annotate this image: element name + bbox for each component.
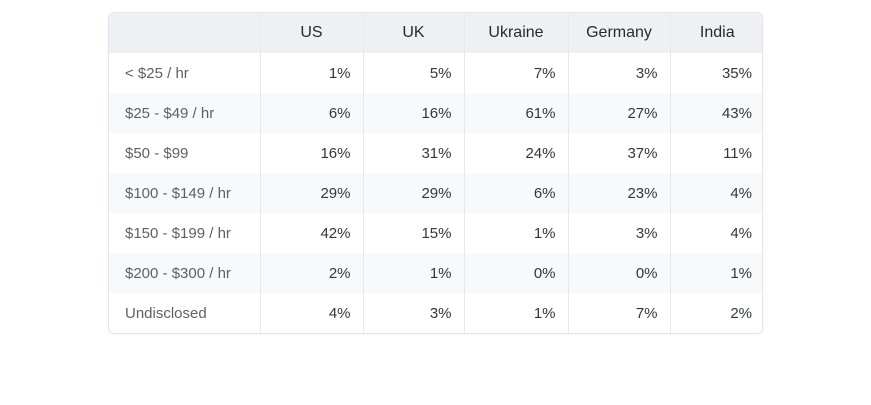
- rate-cell: 7%: [567, 293, 670, 333]
- table-row: $150 - $199 / hr 42% 15% 1% 3% 4%: [109, 213, 762, 253]
- row-label: $100 - $149 / hr: [109, 173, 260, 213]
- rate-cell: 43%: [669, 93, 762, 133]
- rate-cell: 1%: [669, 253, 762, 293]
- hourly-rates-table-card: US UK Ukraine Germany India < $25 / hr 1…: [108, 12, 763, 334]
- rate-cell: 11%: [669, 133, 762, 173]
- table-row: $50 - $99 16% 31% 24% 37% 11%: [109, 133, 762, 173]
- rate-cell: 1%: [463, 293, 568, 333]
- table-row: $100 - $149 / hr 29% 29% 6% 23% 4%: [109, 173, 762, 213]
- rate-cell: 29%: [362, 173, 464, 213]
- column-header-blank: [109, 13, 260, 53]
- row-label: Undisclosed: [109, 293, 260, 333]
- rate-cell: 0%: [567, 253, 670, 293]
- rate-cell: 35%: [669, 53, 762, 93]
- rate-cell: 15%: [362, 213, 464, 253]
- row-label: $50 - $99: [109, 133, 260, 173]
- rate-cell: 31%: [362, 133, 464, 173]
- rate-cell: 1%: [362, 253, 464, 293]
- rate-cell: 3%: [567, 53, 670, 93]
- column-header-ukraine: Ukraine: [463, 13, 568, 53]
- row-label: $25 - $49 / hr: [109, 93, 260, 133]
- row-label: $150 - $199 / hr: [109, 213, 260, 253]
- rate-cell: 1%: [259, 53, 363, 93]
- rate-cell: 23%: [567, 173, 670, 213]
- column-header-us: US: [259, 13, 363, 53]
- rate-cell: 1%: [463, 213, 568, 253]
- rate-cell: 29%: [259, 173, 363, 213]
- rate-cell: 3%: [362, 293, 464, 333]
- table-row: $200 - $300 / hr 2% 1% 0% 0% 1%: [109, 253, 762, 293]
- rate-cell: 3%: [567, 213, 670, 253]
- table-row: Undisclosed 4% 3% 1% 7% 2%: [109, 293, 762, 333]
- table-body: < $25 / hr 1% 5% 7% 3% 35% $25 - $49 / h…: [109, 53, 762, 333]
- row-label: $200 - $300 / hr: [109, 253, 260, 293]
- rate-cell: 6%: [259, 93, 363, 133]
- rate-cell: 4%: [669, 173, 762, 213]
- rate-cell: 61%: [463, 93, 568, 133]
- rate-cell: 0%: [463, 253, 568, 293]
- header-row: US UK Ukraine Germany India: [109, 13, 762, 53]
- rate-cell: 2%: [259, 253, 363, 293]
- rate-cell: 42%: [259, 213, 363, 253]
- rate-cell: 7%: [463, 53, 568, 93]
- rate-cell: 2%: [669, 293, 762, 333]
- rate-cell: 27%: [567, 93, 670, 133]
- rate-cell: 37%: [567, 133, 670, 173]
- row-label: < $25 / hr: [109, 53, 260, 93]
- table-row: < $25 / hr 1% 5% 7% 3% 35%: [109, 53, 762, 93]
- column-header-uk: UK: [362, 13, 464, 53]
- column-header-india: India: [669, 13, 762, 53]
- rate-cell: 16%: [362, 93, 464, 133]
- hourly-rates-table: US UK Ukraine Germany India < $25 / hr 1…: [109, 13, 762, 333]
- rate-cell: 5%: [362, 53, 464, 93]
- rate-cell: 4%: [669, 213, 762, 253]
- table-row: $25 - $49 / hr 6% 16% 61% 27% 43%: [109, 93, 762, 133]
- rate-cell: 16%: [259, 133, 363, 173]
- rate-cell: 6%: [463, 173, 568, 213]
- column-header-germany: Germany: [567, 13, 670, 53]
- table-header: US UK Ukraine Germany India: [109, 13, 762, 53]
- rate-cell: 24%: [463, 133, 568, 173]
- rate-cell: 4%: [259, 293, 363, 333]
